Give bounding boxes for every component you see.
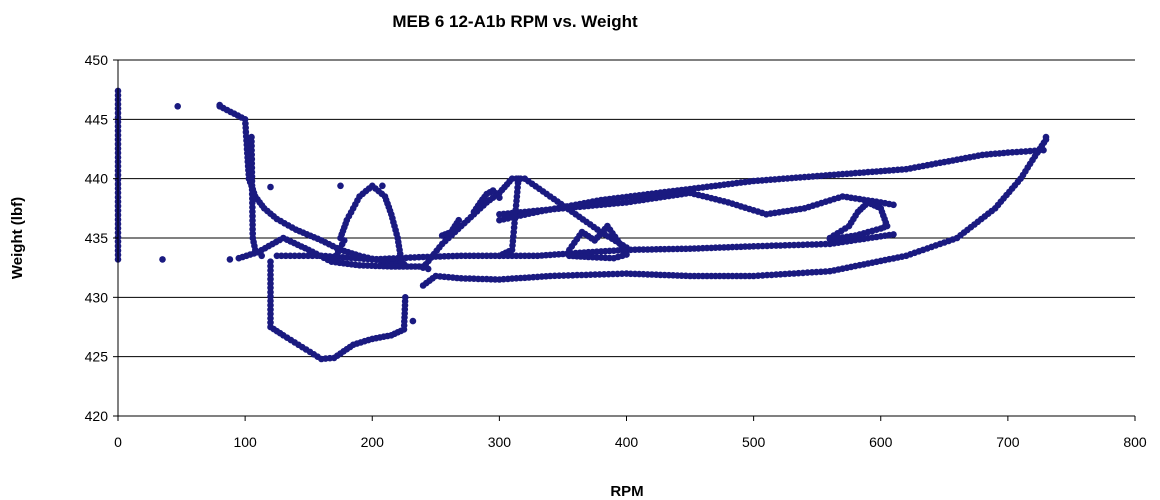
x-tick-label: 400 xyxy=(615,434,639,450)
data-point xyxy=(402,294,409,301)
data-point xyxy=(826,235,834,243)
data-point xyxy=(337,182,344,190)
x-tick-label: 300 xyxy=(488,434,512,450)
x-tick-label: 500 xyxy=(742,434,766,450)
data-point xyxy=(341,237,348,244)
y-tick-label: 425 xyxy=(85,349,109,365)
data-point xyxy=(267,183,274,191)
data-point xyxy=(890,201,897,209)
x-tick-label: 800 xyxy=(1123,434,1147,450)
data-point xyxy=(379,182,386,190)
y-tick-label: 445 xyxy=(85,111,109,127)
data-point xyxy=(455,216,463,224)
chart-title: MEB 6 12-A1b RPM vs. Weight xyxy=(392,12,638,31)
x-tick-label: 100 xyxy=(233,434,257,450)
data-point xyxy=(409,317,417,325)
data-point xyxy=(159,256,166,263)
y-tick-label: 420 xyxy=(85,408,109,424)
data-point xyxy=(496,194,503,201)
x-tick-label: 700 xyxy=(996,434,1020,450)
y-tick-labels: 420 425 430 435 440 445 450 xyxy=(85,52,109,424)
y-tick-label: 435 xyxy=(85,230,109,246)
x-tick-labels: 0 100 200 300 400 500 600 700 800 xyxy=(114,434,1147,450)
data-point xyxy=(216,101,223,109)
data-point xyxy=(258,252,266,260)
data-points xyxy=(114,87,1050,363)
x-tick-label: 200 xyxy=(361,434,385,450)
data-point xyxy=(1040,146,1047,154)
x-axis-title: RPM xyxy=(610,483,643,500)
y-axis-title: Weight (lbf) xyxy=(9,197,26,279)
x-tick-label: 0 xyxy=(114,434,122,450)
data-point xyxy=(174,103,181,110)
x-tick-label: 600 xyxy=(869,434,893,450)
data-point xyxy=(226,256,234,263)
y-tick-label: 440 xyxy=(85,171,109,187)
data-point xyxy=(515,175,522,182)
data-point xyxy=(1042,133,1050,141)
data-point xyxy=(398,258,405,266)
axes xyxy=(113,59,1136,421)
data-point xyxy=(424,265,432,273)
y-tick-label: 450 xyxy=(85,52,109,68)
data-point xyxy=(890,231,897,238)
data-point xyxy=(566,252,573,260)
y-tick-label: 430 xyxy=(85,289,109,305)
